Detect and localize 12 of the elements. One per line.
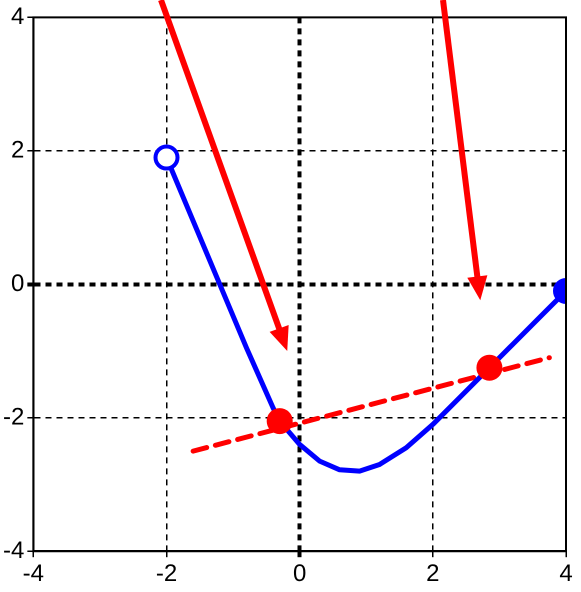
x-tick-label: 2 [426, 560, 440, 588]
point [154, 144, 180, 171]
x-tick-label: 4 [559, 560, 573, 588]
y-tick-label: -2 [2, 403, 24, 430]
y-tick-label: -4 [2, 536, 24, 564]
y-tick-label: 0 [10, 270, 24, 297]
x-tick-label: -2 [156, 560, 178, 588]
x-tick-label: 0 [292, 560, 306, 588]
y-tick-label: 2 [10, 136, 24, 164]
point [266, 408, 293, 434]
y-tick-label: 4 [10, 3, 24, 30]
point [476, 354, 502, 381]
